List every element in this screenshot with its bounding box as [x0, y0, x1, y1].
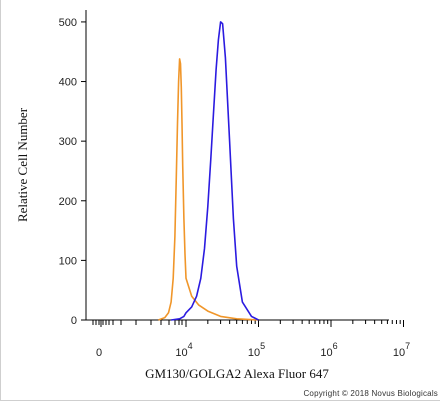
x-tick-base: 10 — [248, 347, 260, 359]
x-tick-exponent: 7 — [405, 341, 410, 351]
x-tick-base: 10 — [393, 347, 405, 359]
x-tick-label: 106 — [320, 341, 337, 359]
y-tick-label: 100 — [59, 255, 77, 267]
series-layer — [158, 21, 259, 321]
y-tick-label: 300 — [59, 136, 77, 148]
x-tick-base: 10 — [175, 347, 187, 359]
y-tick-label: 500 — [59, 17, 77, 29]
x-tick-label: 105 — [248, 341, 265, 359]
series-line-1 — [158, 58, 259, 321]
x-tick-exponent: 6 — [333, 341, 338, 351]
y-ticks: 0 100 200 300 400 500 — [59, 17, 86, 327]
x-tick-exponent: 5 — [260, 341, 265, 351]
x-tick-label: 104 — [175, 341, 192, 359]
y-tick-label: 0 — [71, 315, 77, 327]
x-tick-base: 0 — [96, 347, 102, 359]
x-tick-base: 10 — [320, 347, 332, 359]
series-line-2 — [170, 21, 259, 321]
y-tick-label: 200 — [59, 196, 77, 208]
y-axis-title: Relative Cell Number — [15, 107, 30, 222]
x-tick-label: 0 — [96, 347, 102, 359]
x-tick-exponent: 4 — [188, 341, 193, 351]
y-tick-label: 400 — [59, 77, 77, 89]
copyright-text: Copyright © 2018 Novus Biologicals — [303, 389, 438, 398]
x-axis-title: GM130/GOLGA2 Alexa Fluor 647 — [145, 366, 329, 381]
x-tick-label: 107 — [393, 341, 410, 359]
